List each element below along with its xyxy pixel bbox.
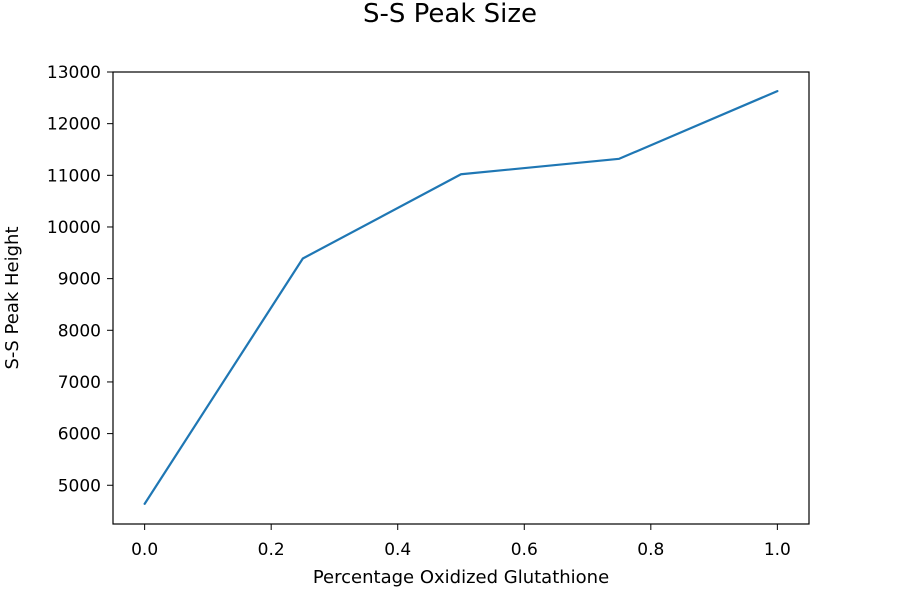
chart-title: S-S Peak Size xyxy=(363,0,537,29)
y-axis: 5000 6000 7000 8000 9000 10000 11000 12000 13000 xyxy=(47,63,113,496)
series-line xyxy=(143,90,779,505)
y-tick-label: 9000 xyxy=(58,270,101,290)
x-tick-label: 0.8 xyxy=(637,540,664,560)
x-tick-label: 0.6 xyxy=(511,540,538,560)
y-tick-label: 10000 xyxy=(47,218,101,238)
x-axis: 0.0 0.2 0.4 0.6 0.8 1.0 xyxy=(131,524,791,560)
x-tick-label: 0.4 xyxy=(384,540,411,560)
x-tick-label: 1.0 xyxy=(764,540,791,560)
y-tick-label: 7000 xyxy=(58,373,101,393)
plot-frame xyxy=(112,71,810,525)
x-axis-label: Percentage Oxidized Glutathione xyxy=(313,567,609,588)
y-axis-label: S-S Peak Height xyxy=(2,226,23,369)
series-group xyxy=(143,90,779,505)
y-tick-label: 11000 xyxy=(47,166,101,186)
x-tick-label: 0.2 xyxy=(258,540,285,560)
y-tick-label: 13000 xyxy=(47,63,101,83)
y-tick-label: 8000 xyxy=(58,321,101,341)
y-tick-label: 12000 xyxy=(47,115,101,135)
x-tick-label: 0.0 xyxy=(131,540,158,560)
y-tick-label: 6000 xyxy=(58,425,101,445)
y-tick-label: 5000 xyxy=(58,476,101,496)
